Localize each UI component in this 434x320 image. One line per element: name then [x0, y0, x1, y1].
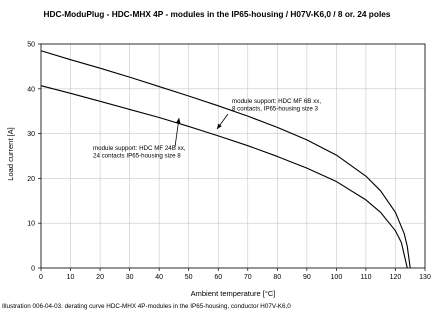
- y-tick-label: 10: [27, 221, 35, 228]
- x-tick-label: 20: [96, 274, 104, 281]
- x-tick-label: 70: [244, 274, 252, 281]
- annotation-line: module support: HDC MF 6B xx,: [232, 98, 321, 105]
- y-tick-label: 50: [27, 42, 35, 49]
- x-tick-label: 120: [390, 274, 402, 281]
- x-tick-label: 50: [185, 274, 193, 281]
- y-tick-label: 0: [31, 266, 35, 273]
- x-tick-label: 60: [214, 274, 222, 281]
- chart-title: HDC-ModuPlug - HDC-MHX 4P - modules in t…: [43, 9, 391, 19]
- chart-annotations: module support: HDC MF 6B xx, 8 contacts,…: [93, 98, 321, 160]
- y-tick-label: 40: [27, 86, 35, 93]
- y-axis-label: Load current [A]: [6, 127, 15, 180]
- x-tick-label: 40: [155, 274, 163, 281]
- chart-series: [40, 50, 411, 269]
- plot-frame: [40, 43, 426, 269]
- x-tick-label: 80: [273, 274, 281, 281]
- annotation-line: 24 contacts IP65-housing size 8: [93, 153, 181, 160]
- annotation-line: module support: HDC MF 24B xx,: [93, 145, 186, 152]
- x-axis-label: Ambient temperature [°C]: [191, 289, 276, 298]
- annotation-arrowhead: [176, 118, 181, 124]
- annotation-arrowhead: [217, 123, 222, 129]
- series-line-8-contacts: [40, 50, 411, 269]
- derating-chart: 0 10 20 30 40 50 60 70 80 90 100 110 120 130 0 10 20 30 40…: [6, 42, 431, 299]
- x-tick-label: 90: [303, 274, 311, 281]
- figure-caption: Illustration 006-04-03. derating curve H…: [2, 303, 291, 310]
- x-tick-label: 0: [39, 274, 43, 281]
- series-annotation: module support: HDC MF 6B xx, 8 contacts,…: [232, 98, 321, 113]
- series-line-24-contacts: [40, 85, 408, 269]
- x-tick-label: 130: [419, 274, 431, 281]
- y-tick-label: 30: [27, 131, 35, 138]
- chart-grid: [38, 43, 426, 271]
- chart-ticks: 0 10 20 30 40 50 60 70 80 90 100 110 120 130 0 10 20 30 40…: [27, 42, 431, 282]
- series-annotation: module support: HDC MF 24B xx, 24 contact…: [93, 145, 186, 160]
- x-tick-label: 100: [331, 274, 343, 281]
- y-tick-label: 20: [27, 176, 35, 183]
- x-tick-label: 30: [126, 274, 134, 281]
- annotation-line: 8 contacts, IP65-housing size 3: [232, 106, 319, 113]
- x-tick-label: 10: [67, 274, 75, 281]
- x-tick-label: 110: [360, 274, 371, 281]
